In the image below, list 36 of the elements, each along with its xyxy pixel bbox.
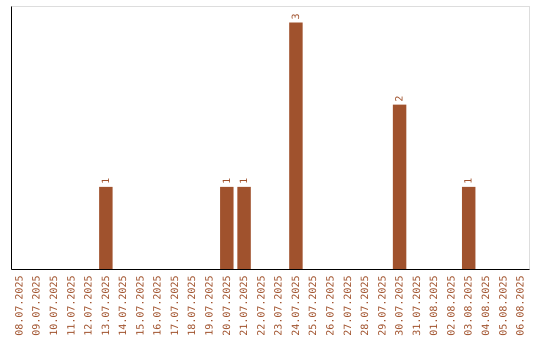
x-tick-label: 11.07.2025 — [66, 276, 78, 336]
x-tick-label: 10.07.2025 — [49, 276, 60, 336]
data-label: 2 — [394, 96, 406, 102]
x-tick-label: 08.07.2025 — [14, 276, 26, 336]
x-tick-label: 20.07.2025 — [222, 276, 233, 336]
data-label: 1 — [100, 178, 112, 184]
data-label: 3 — [290, 13, 302, 20]
x-tick-label: 24.07.2025 — [290, 276, 302, 336]
x-tick-label: 03.08.2025 — [464, 276, 475, 336]
x-tick-label: 04.08.2025 — [480, 276, 492, 336]
x-tick-label: 23.07.2025 — [274, 276, 285, 336]
x-tick-label: 05.08.2025 — [498, 276, 510, 336]
x-tick-label: 19.07.2025 — [204, 276, 216, 336]
x-tick-label: 29.07.2025 — [377, 276, 388, 336]
x-tick-label: 12.07.2025 — [84, 276, 95, 336]
x-tick-label: 25.07.2025 — [308, 276, 320, 336]
x-tick-label: 15.07.2025 — [135, 276, 146, 336]
x-tick-label: 16.07.2025 — [152, 276, 164, 336]
data-label: 1 — [239, 178, 250, 184]
x-tick-label: 01.08.2025 — [429, 276, 440, 336]
x-tick-label: 26.07.2025 — [325, 276, 336, 336]
x-tick-label: 28.07.2025 — [360, 276, 372, 336]
x-tick-label: 17.07.2025 — [170, 276, 181, 336]
data-label: 1 — [464, 178, 475, 184]
x-tick-label: 30.07.2025 — [394, 276, 406, 336]
x-tick-label: 27.07.2025 — [342, 276, 354, 336]
x-tick-label: 14.07.2025 — [118, 276, 130, 336]
x-tick-label: 06.08.2025 — [516, 276, 527, 336]
x-tick-label: 09.07.2025 — [32, 276, 43, 336]
x-tick-label: 22.07.2025 — [256, 276, 268, 336]
x-tick-label: 02.08.2025 — [446, 276, 458, 336]
x-tick-label: 31.07.2025 — [412, 276, 423, 336]
x-tick-label: 18.07.2025 — [187, 276, 198, 336]
data-label: 1 — [222, 178, 233, 184]
x-tick-label: 13.07.2025 — [100, 276, 112, 336]
x-tick-label: 21.07.2025 — [239, 276, 250, 336]
